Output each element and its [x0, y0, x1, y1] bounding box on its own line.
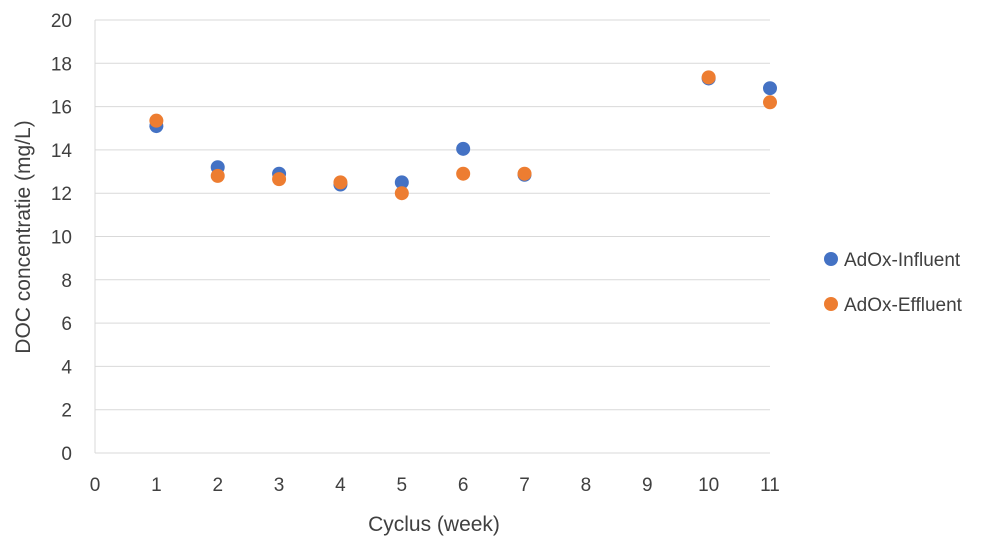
x-tick-label: 11: [760, 475, 780, 496]
x-tick-label: 3: [274, 475, 285, 496]
gridlines: [94, 19, 770, 454]
x-axis-label: Cyclus (week): [368, 513, 500, 536]
legend-label-adox-effluent: AdOx-Effluent: [844, 295, 963, 316]
y-tick-label: 4: [61, 357, 72, 378]
y-axis-ticks: 0 2 4 6 8 10 12 14 16 18 20: [51, 11, 73, 465]
y-tick-label: 16: [51, 98, 72, 119]
data-points: [149, 70, 777, 201]
x-tick-label: 10: [698, 475, 719, 496]
y-tick-label: 6: [61, 314, 72, 335]
y-tick-label: 18: [51, 54, 72, 75]
adox-effluent-point: [333, 175, 348, 190]
y-tick-label: 2: [61, 401, 72, 422]
legend-label-adox-influent: AdOx-Influent: [844, 250, 961, 271]
y-tick-label: 12: [51, 184, 72, 205]
adox-effluent-point: [763, 95, 777, 110]
legend-marker-adox-effluent: [824, 297, 838, 311]
x-tick-label: 4: [335, 475, 346, 496]
x-axis-ticks: 0 1 2 3 4 5 6 7 8 9 10 11: [90, 475, 780, 496]
legend: AdOx-Influent AdOx-Effluent: [824, 250, 963, 316]
y-tick-label: 14: [51, 141, 73, 162]
legend-marker-adox-influent: [824, 252, 838, 266]
x-tick-label: 1: [151, 475, 162, 496]
adox-influent-point: [394, 175, 409, 190]
adox-effluent-point: [272, 172, 287, 187]
x-tick-label: 9: [642, 475, 653, 496]
adox-effluent-point: [456, 166, 471, 181]
adox-effluent-point: [394, 186, 409, 201]
adox-effluent-point: [210, 168, 225, 183]
x-tick-label: 8: [581, 475, 592, 496]
y-tick-label: 0: [61, 444, 72, 465]
x-tick-label: 5: [397, 475, 408, 496]
adox-influent-point: [763, 81, 777, 96]
y-tick-label: 10: [51, 228, 72, 249]
adox-effluent-point: [517, 166, 532, 181]
x-tick-label: 0: [90, 475, 101, 496]
y-axis-label: DOC concentratie (mg/L): [12, 120, 35, 353]
adox-effluent-point: [149, 113, 164, 128]
x-tick-label: 7: [519, 475, 530, 496]
adox-effluent-point: [701, 70, 716, 85]
adox-influent-point: [456, 141, 471, 156]
x-tick-label: 6: [458, 475, 469, 496]
y-tick-label: 8: [61, 271, 72, 292]
x-tick-label: 2: [212, 475, 223, 496]
y-tick-label: 20: [51, 11, 72, 32]
